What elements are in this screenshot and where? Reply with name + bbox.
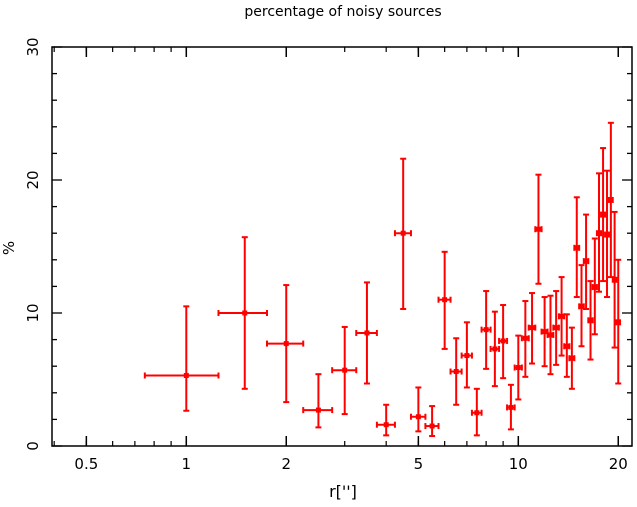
point-marker (615, 319, 621, 325)
point-marker (588, 317, 594, 323)
point-marker (183, 373, 189, 379)
point-marker (364, 330, 370, 336)
data-point (143, 305, 220, 412)
data-point (506, 383, 516, 431)
data-point (393, 157, 412, 311)
point-marker (592, 284, 598, 290)
data-point (615, 258, 622, 385)
y-tick-label: 0 (24, 441, 42, 451)
point-marker (612, 277, 618, 283)
point-marker (453, 369, 459, 375)
point-marker (383, 422, 389, 428)
data-point (449, 337, 463, 406)
data-point (355, 281, 378, 385)
point-marker (400, 230, 406, 236)
data-point (557, 276, 566, 357)
point-marker (242, 310, 248, 316)
x-tick-label: 20 (609, 455, 628, 473)
point-marker (415, 414, 421, 420)
point-marker (600, 212, 606, 218)
data-point (409, 386, 427, 433)
data-point (217, 236, 268, 390)
y-tick-label: 20 (24, 170, 42, 189)
data-point (578, 264, 585, 348)
point-marker (583, 258, 589, 264)
point-marker (315, 407, 321, 413)
data-point (540, 296, 549, 368)
data-point (480, 290, 492, 370)
data-point (582, 213, 590, 311)
point-marker (564, 343, 570, 349)
point-marker (483, 327, 489, 333)
point-marker (500, 338, 506, 344)
point-marker (559, 313, 565, 319)
data-point (437, 250, 452, 350)
x-tick-label: 5 (414, 455, 424, 473)
chart-title: percentage of noisy sources (244, 4, 441, 20)
data-point (424, 405, 440, 438)
point-marker (529, 325, 535, 331)
point-marker (515, 365, 521, 371)
data-point (591, 237, 598, 336)
y-tick-label: 30 (24, 37, 42, 56)
data-point (546, 294, 555, 376)
data-point (534, 173, 543, 285)
data-point (331, 325, 358, 416)
x-tick-label: 2 (281, 455, 291, 473)
data-point (302, 373, 334, 429)
point-marker (522, 335, 528, 341)
x-tick-label: 0.5 (74, 455, 98, 473)
y-axis-label: % (0, 241, 18, 255)
data-point (587, 280, 594, 361)
data-point (604, 169, 611, 299)
data-point (552, 290, 560, 366)
point-marker (283, 341, 289, 347)
data-point (573, 196, 581, 299)
x-tick-label: 1 (182, 455, 192, 473)
y-tick-label: 10 (24, 303, 42, 322)
x-tick-label: 10 (509, 455, 528, 473)
x-axis-label: r[''] (329, 482, 357, 501)
point-marker (608, 197, 614, 203)
point-marker (596, 230, 602, 236)
data-point (460, 321, 473, 389)
data-point (527, 292, 537, 365)
data-point (568, 326, 576, 390)
data-point (498, 304, 509, 380)
point-marker (492, 346, 498, 352)
data-point (489, 310, 501, 388)
data-point (607, 121, 614, 279)
point-marker (474, 410, 480, 416)
point-marker (574, 245, 580, 251)
point-marker (342, 367, 348, 373)
point-marker (442, 297, 448, 303)
data-point (375, 403, 396, 437)
point-marker (547, 332, 553, 338)
point-marker (535, 226, 541, 232)
data-point (611, 210, 618, 349)
point-marker (464, 353, 470, 359)
point-marker (553, 325, 559, 331)
data-point (520, 300, 530, 378)
point-marker (429, 423, 435, 429)
data-point (470, 387, 483, 437)
point-marker (579, 303, 585, 309)
data-point (563, 313, 571, 378)
data-point (265, 284, 305, 404)
point-marker (542, 329, 548, 335)
plot-frame (51, 46, 633, 447)
point-marker (569, 355, 575, 361)
data-point (595, 172, 603, 293)
point-marker (508, 404, 514, 410)
point-marker (604, 232, 610, 238)
data-point (600, 147, 607, 283)
data-point (513, 334, 523, 401)
